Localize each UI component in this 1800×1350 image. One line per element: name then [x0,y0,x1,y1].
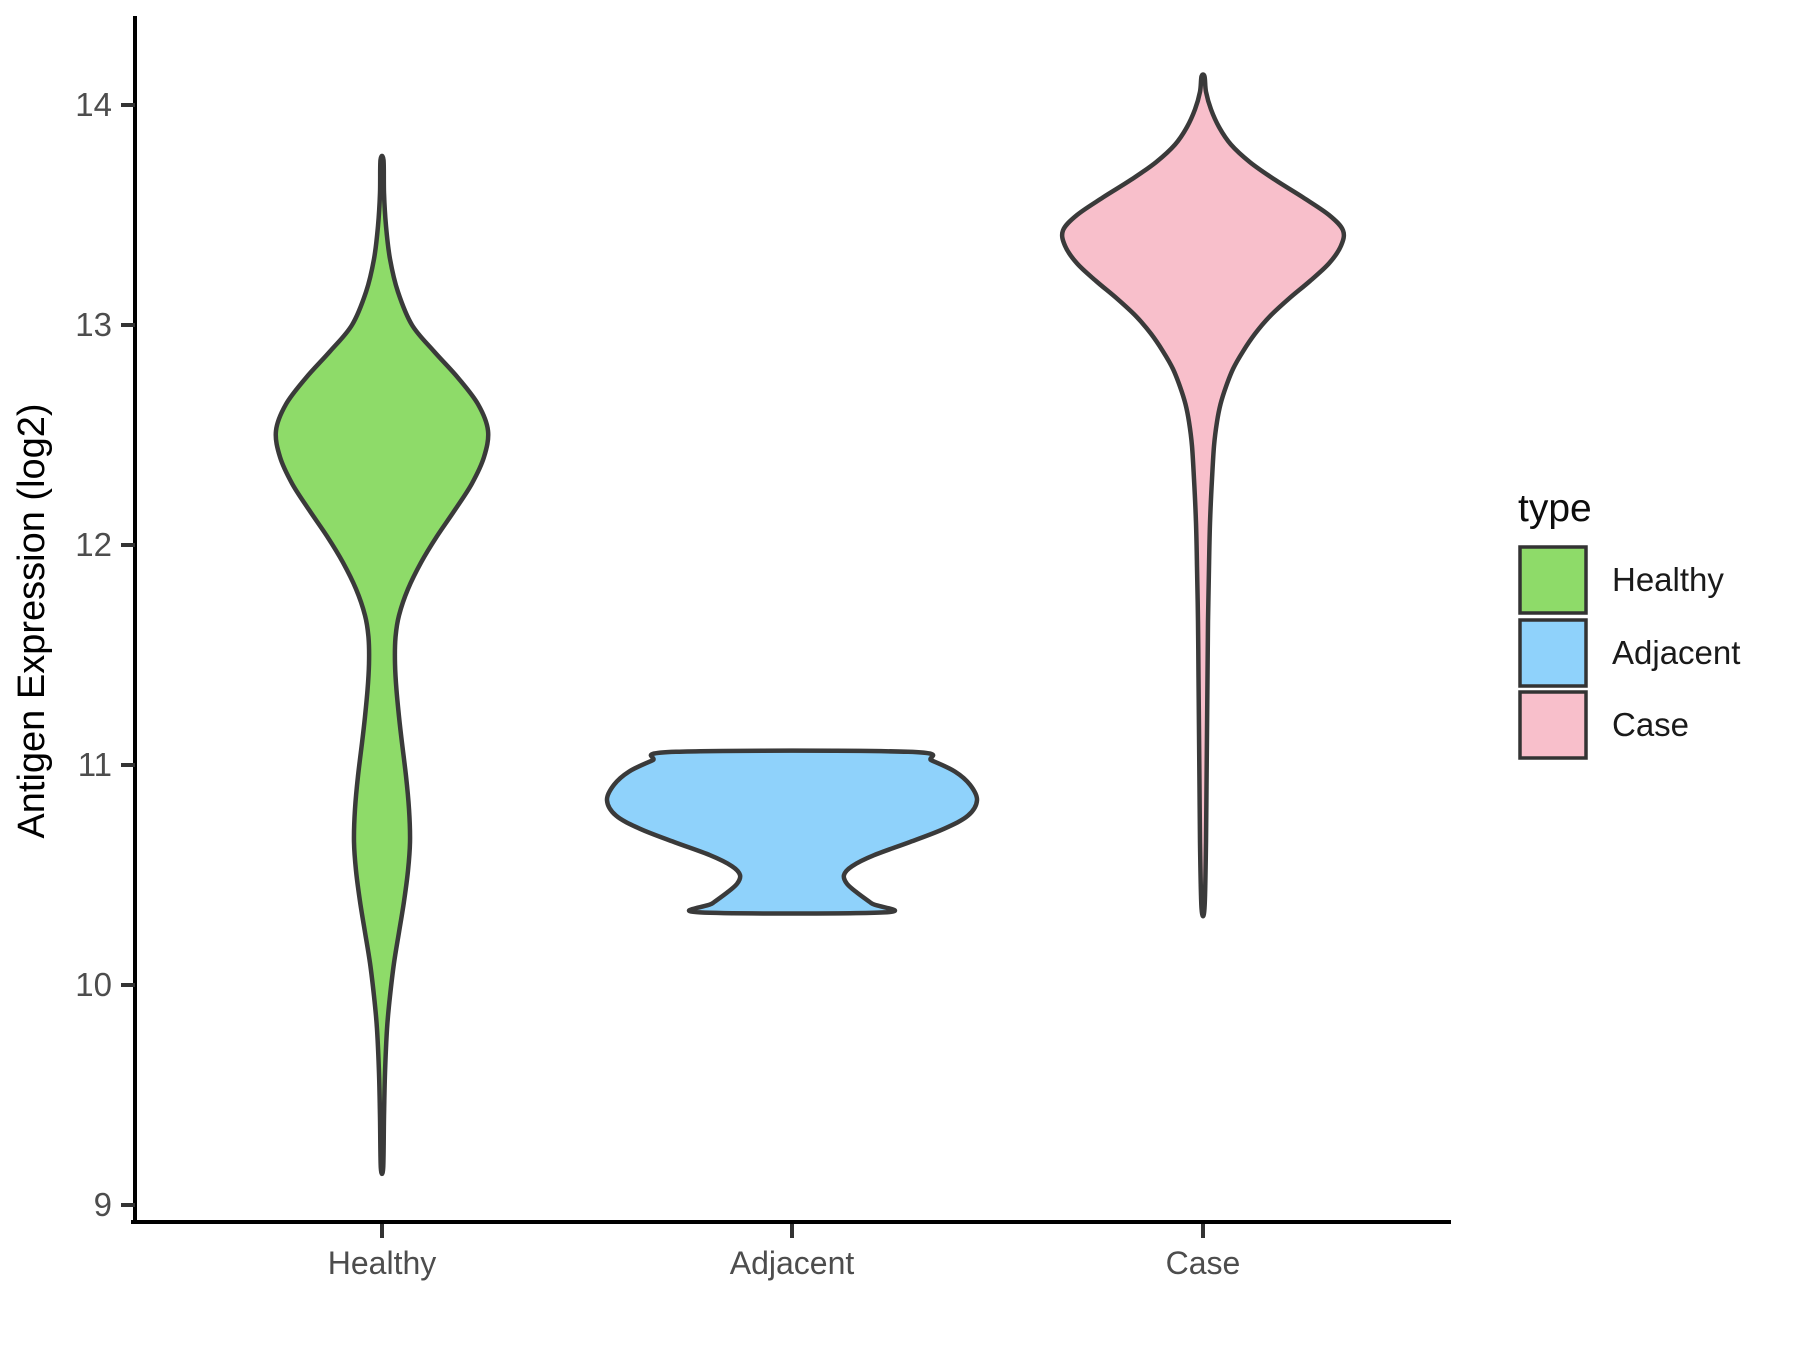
violin-healthy [273,153,491,1177]
y-tick-label-10: 10 [75,966,112,1003]
y-tick-label-14: 14 [75,86,112,123]
legend-label-healthy: Healthy [1612,561,1724,598]
legend-key-adjacent [1518,618,1588,688]
y-tick-label-11: 11 [78,746,112,783]
y-tick-label-13: 13 [75,306,112,343]
legend: type Healthy Adjacent Case [1518,487,1740,760]
legend-key-case [1518,690,1588,760]
legend-label-adjacent: Adjacent [1612,634,1740,671]
y-tick-label-12: 12 [75,526,112,563]
legend-key-healthy [1518,545,1588,615]
violin-adjacent [604,748,980,916]
y-axis-title: Antigen Expression (log2) [11,403,53,838]
legend-label-case: Case [1612,706,1689,743]
x-axis: Healthy Adjacent Case [131,1220,1451,1281]
violin-layer [273,72,1347,1177]
y-tick-label-9: 9 [94,1186,112,1223]
x-tick-label-adjacent: Adjacent [730,1245,855,1281]
x-tick-label-case: Case [1166,1245,1241,1281]
violin-case [1059,72,1347,919]
x-tick-label-healthy: Healthy [328,1245,437,1281]
legend-title: type [1518,487,1592,530]
y-axis: 14 13 12 11 10 9 Antigen Expression (log… [11,16,137,1224]
